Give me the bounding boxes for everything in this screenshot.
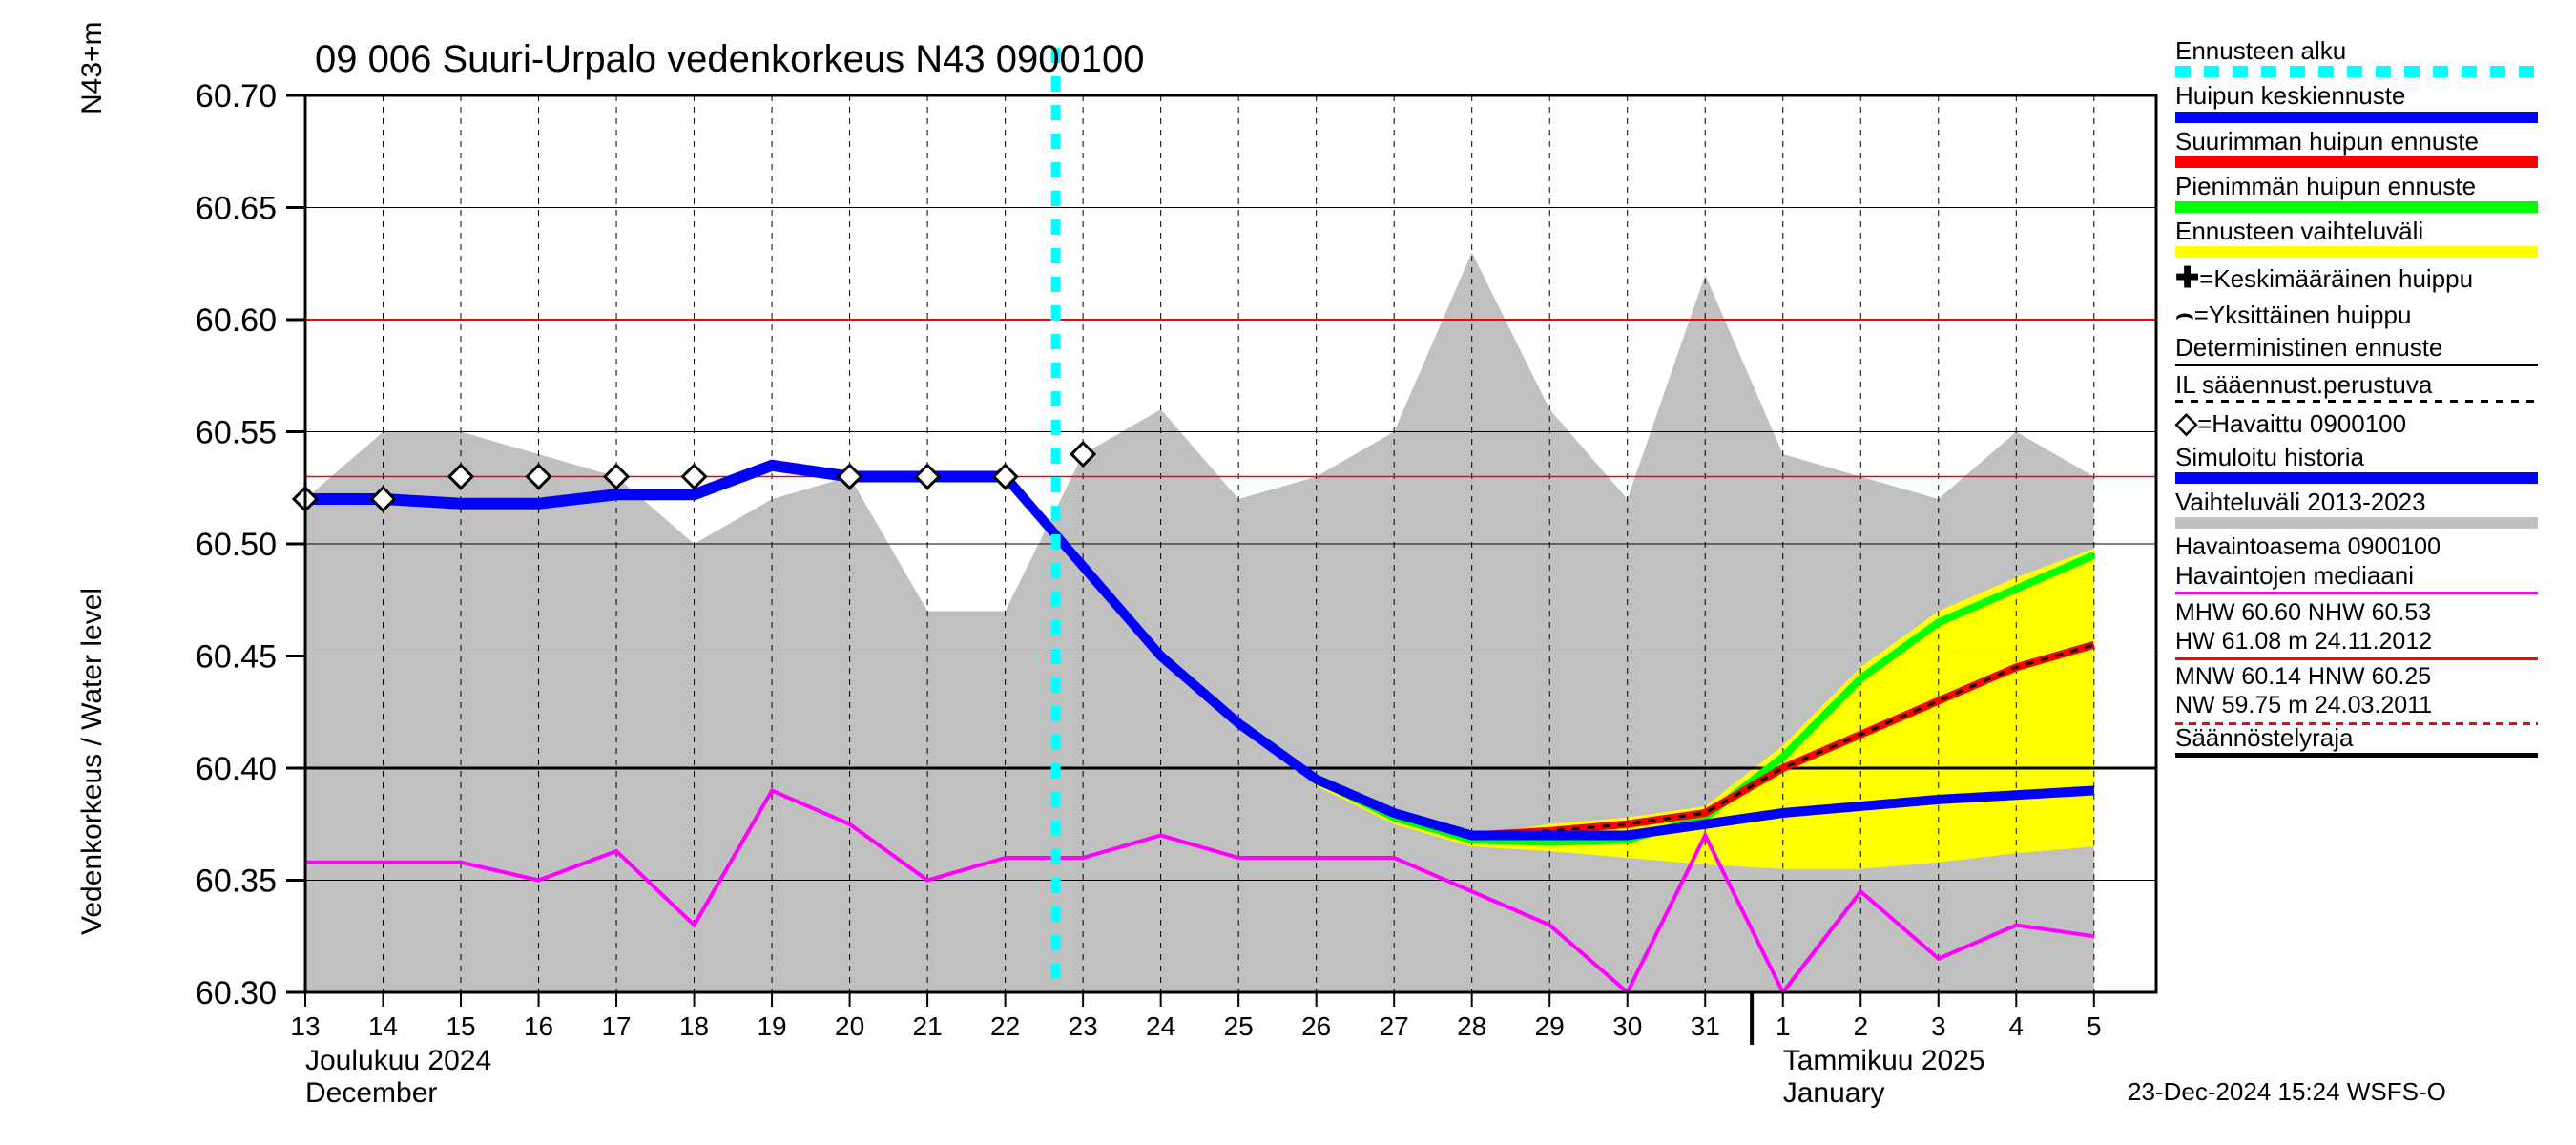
x-tick-label: 31 (1691, 1011, 1720, 1041)
x-tick-label: 3 (1931, 1011, 1946, 1041)
legend-sim-history: Simuloitu historia (2175, 445, 2566, 484)
x-month-left-en: December (305, 1077, 437, 1110)
x-tick-label: 15 (446, 1011, 475, 1041)
y-tick-label: 60.60 (196, 302, 277, 339)
x-tick-label: 14 (368, 1011, 398, 1041)
x-tick-label: 24 (1146, 1011, 1175, 1041)
x-tick-label: 21 (913, 1011, 943, 1041)
observed-marker (916, 466, 939, 489)
x-tick-label: 27 (1380, 1011, 1409, 1041)
x-tick-label: 19 (757, 1011, 786, 1041)
legend-mhw: MHW 60.60 NHW 60.53 (2175, 600, 2566, 625)
legend-min-peak: Pienimmän huipun ennuste (2175, 174, 2566, 213)
legend-deterministic: Deterministinen ennuste (2175, 335, 2566, 365)
legend-mnw: MNW 60.14 HNW 60.25 (2175, 664, 2566, 689)
x-tick-label: 22 (990, 1011, 1020, 1041)
legend-single-peak: ⌢=Yksittäinen huippu (2175, 300, 2566, 330)
legend-forecast-start: Ennusteen alku (2175, 38, 2566, 77)
legend-median: Havaintojen mediaani (2175, 563, 2566, 593)
legend-avg-peak: ✚=Keskimääräinen huippu (2175, 263, 2566, 294)
y-tick-label: 60.65 (196, 191, 277, 227)
y-axis-label: Vedenkorkeus / Water level (76, 588, 109, 935)
x-month-right-en: January (1783, 1077, 1885, 1110)
x-tick-label: 20 (835, 1011, 864, 1041)
historical-range-band (305, 253, 2094, 993)
y-tick-label: 60.55 (196, 415, 277, 451)
generation-timestamp: 23-Dec-2024 15:24 WSFS-O (2128, 1077, 2446, 1107)
legend-hw: HW 61.08 m 24.11.2012 (2175, 629, 2566, 654)
legend-observed: ◇=Havaittu 0900100 (2175, 408, 2566, 439)
x-tick-label: 17 (601, 1011, 631, 1041)
x-month-right-fi: Tammikuu 2025 (1783, 1045, 1985, 1077)
y-tick-label: 60.45 (196, 639, 277, 676)
legend-il-forecast: IL sääennust.perustuva (2175, 372, 2566, 403)
x-tick-label: 16 (524, 1011, 553, 1041)
x-tick-label: 1 (1776, 1011, 1791, 1041)
legend-nw: NW 59.75 m 24.03.2011 (2175, 693, 2566, 718)
x-tick-label: 5 (2087, 1011, 2102, 1041)
legend-station: Havaintoasema 0900100 (2175, 534, 2566, 559)
x-month-left-fi: Joulukuu 2024 (305, 1045, 491, 1077)
y-tick-label: 60.40 (196, 751, 277, 787)
y-tick-label: 60.70 (196, 78, 277, 114)
x-tick-label: 23 (1069, 1011, 1098, 1041)
x-tick-label: 4 (2008, 1011, 2024, 1041)
legend-max-peak: Suurimman huipun ennuste (2175, 129, 2566, 168)
x-tick-label: 13 (290, 1011, 320, 1041)
y-tick-label: 60.50 (196, 527, 277, 563)
x-tick-label: 2 (1853, 1011, 1868, 1041)
observed-marker (683, 466, 706, 489)
chart-legend: Ennusteen alku Huipun keskiennuste Suurimm… (2175, 38, 2566, 763)
legend-regulation: Säännöstelyraja (2175, 725, 2566, 758)
legend-hist-range: Vaihteluväli 2013-2023 (2175, 489, 2566, 529)
x-tick-label: 28 (1457, 1011, 1486, 1041)
x-tick-label: 26 (1301, 1011, 1331, 1041)
x-tick-label: 30 (1612, 1011, 1642, 1041)
x-tick-label: 25 (1224, 1011, 1254, 1041)
chart-title: 09 006 Suuri-Urpalo vedenkorkeus N43 090… (315, 38, 1144, 81)
x-tick-label: 18 (679, 1011, 709, 1041)
legend-peak-central: Huipun keskiennuste (2175, 83, 2566, 122)
y-tick-label: 60.35 (196, 864, 277, 900)
legend-range-band: Ennusteen vaihteluväli (2175, 219, 2566, 258)
y-tick-label: 60.30 (196, 975, 277, 1011)
y-axis-unit-label: N43+m (76, 21, 109, 114)
x-tick-label: 29 (1535, 1011, 1565, 1041)
